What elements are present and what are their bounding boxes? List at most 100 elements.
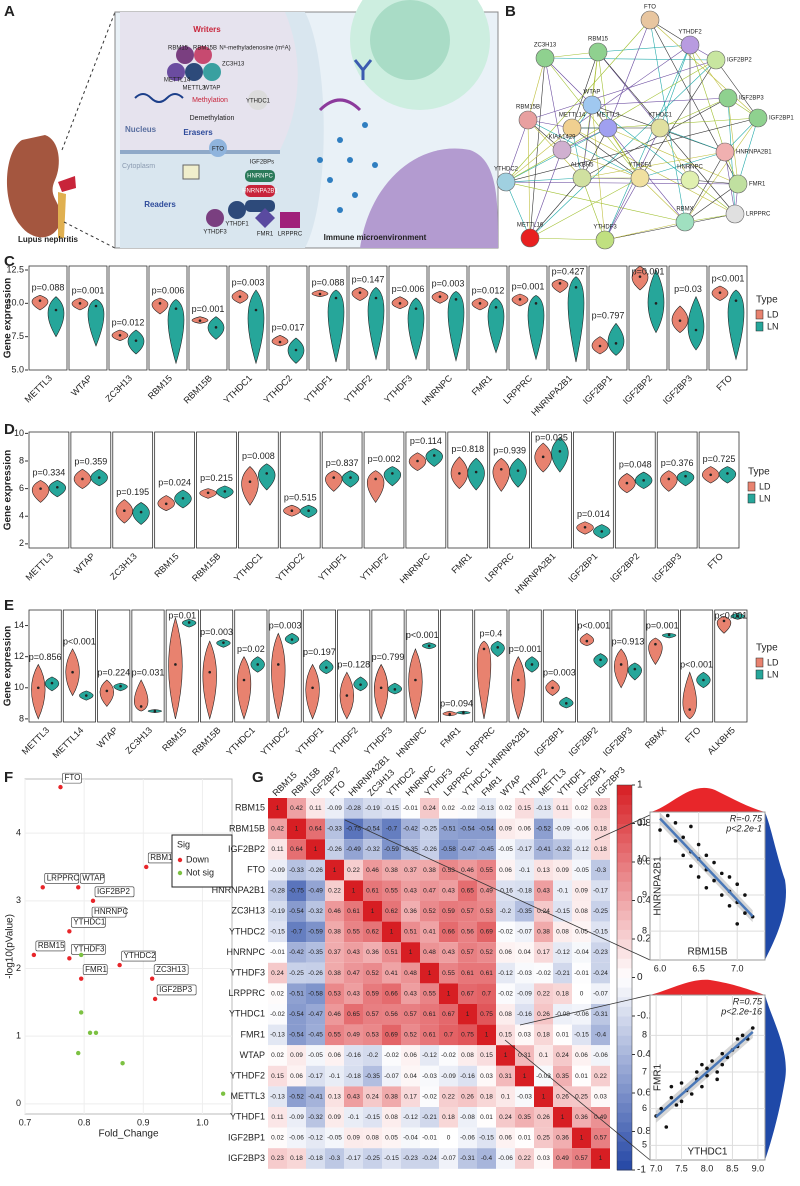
cell: [325, 859, 344, 881]
p-value: p=0.088: [312, 277, 345, 287]
cell-label: -0.31: [460, 1155, 475, 1162]
node: [675, 212, 695, 232]
node-label: YTHDC1: [648, 113, 673, 119]
cell-label: -0.35: [517, 908, 532, 915]
cell: [306, 839, 325, 860]
cell-label: 0.57: [461, 949, 474, 956]
cell: [382, 1045, 401, 1066]
cell: [287, 1045, 306, 1066]
cell-label: -0.17: [308, 1073, 323, 1080]
node: [552, 140, 572, 160]
edge: [571, 127, 736, 215]
cell: [591, 818, 610, 840]
violin: [167, 298, 185, 365]
cell-label: 0.55: [385, 887, 398, 894]
x-tick-label: LRPPRC: [483, 551, 516, 584]
cell: [534, 1086, 553, 1107]
cell-label: 1: [371, 908, 375, 915]
cell-label: -0.01: [270, 949, 285, 956]
cell: [401, 921, 420, 943]
cell-label: 0.43: [404, 887, 417, 894]
median: [78, 302, 82, 305]
violin: [660, 470, 678, 492]
row-label: YTHDF3: [230, 967, 265, 977]
x-tick-label: YTHDC1: [232, 551, 265, 584]
edge: [581, 151, 726, 179]
cell-label: -0.08: [555, 1011, 570, 1018]
cell: [344, 880, 363, 901]
point: [93, 1030, 99, 1035]
cell-label: 0.56: [461, 929, 474, 936]
legend-label: LD: [767, 309, 779, 319]
cell: [401, 1107, 420, 1128]
a-label: LRPPRC: [278, 232, 303, 238]
label-box: [71, 916, 106, 928]
node: [520, 228, 540, 248]
colorbar-step: [617, 1044, 632, 1055]
cell: [591, 1127, 610, 1149]
facet: [614, 431, 656, 549]
median: [118, 334, 122, 337]
cell-label: 0.48: [404, 970, 417, 977]
cell-label: -0.05: [574, 867, 589, 874]
facet: [97, 609, 131, 723]
colorbar-step: [617, 862, 632, 873]
cell-label: 1: [428, 970, 432, 977]
median: [214, 326, 218, 329]
cell-label: -0.19: [270, 908, 285, 915]
cell-label: -0.26: [308, 867, 323, 874]
median: [694, 328, 698, 332]
cell: [382, 962, 401, 984]
colorbar-step: [617, 996, 632, 1007]
cell-label: 0.64: [290, 846, 303, 853]
cell: [553, 1107, 572, 1128]
edge: [727, 97, 739, 185]
violin: [716, 615, 732, 634]
p-value: p=0.001: [192, 304, 225, 314]
median: [290, 638, 294, 641]
cell: [382, 901, 401, 922]
point: [743, 911, 747, 915]
node-label: IGF2BP2: [727, 58, 752, 64]
x-tick-label: ZC3H13: [123, 725, 154, 756]
x-axis-label: RBM15B: [687, 947, 727, 958]
y-tick-label: 14: [14, 620, 24, 630]
x-tick-label: 0.7: [19, 1117, 32, 1127]
point: [664, 1125, 669, 1129]
point-label: LRPPRC: [47, 873, 80, 882]
median: [71, 670, 74, 674]
cell-label: -0.09: [327, 805, 342, 812]
cell: [572, 818, 591, 840]
median: [583, 525, 587, 529]
edge: [505, 19, 651, 183]
cell: [572, 942, 591, 963]
cell-label: -0.47: [460, 846, 475, 853]
cell: [572, 901, 591, 922]
cell-label: 0.49: [556, 1155, 569, 1162]
cell: [496, 1004, 515, 1025]
cell-label: 0.22: [518, 1155, 531, 1162]
median: [158, 302, 162, 305]
cell-label: -0.06: [574, 1011, 589, 1018]
violin: [366, 470, 385, 503]
cell: [534, 880, 553, 901]
cell: [553, 901, 572, 922]
cell-label: -0.31: [593, 1011, 608, 1018]
p-value: p=0.427: [552, 266, 585, 276]
median: [688, 708, 692, 711]
violin: [682, 671, 697, 720]
p-value: p=0.094: [440, 698, 473, 708]
cell-label: 0.05: [385, 1135, 398, 1142]
median: [614, 342, 618, 345]
panel-label: F: [4, 769, 13, 786]
cell-label: 0.09: [499, 826, 512, 833]
cell-label: 0.09: [347, 1135, 360, 1142]
cell: [534, 798, 553, 819]
median: [349, 476, 352, 479]
violin: [87, 299, 105, 347]
median: [332, 476, 336, 479]
median: [94, 304, 98, 308]
cell-label: -0.15: [593, 929, 608, 936]
cell: [515, 1148, 534, 1169]
